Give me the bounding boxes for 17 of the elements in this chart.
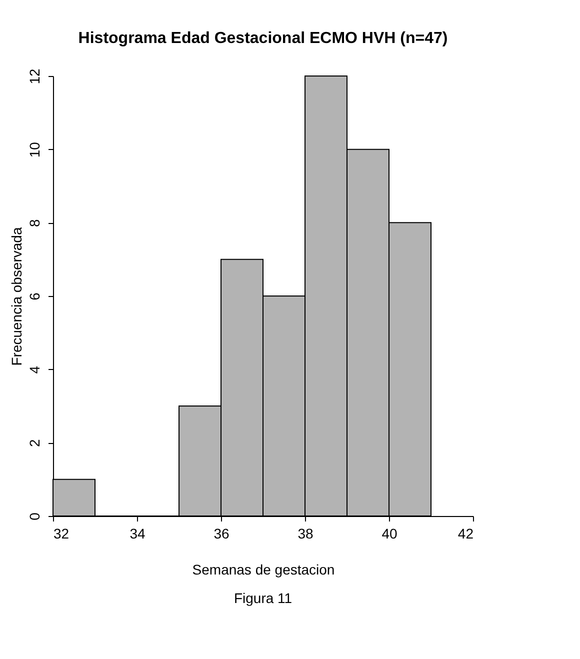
y-tick-label: 8 (26, 219, 42, 228)
y-tick-label: 12 (26, 68, 42, 84)
y-tick-label: 2 (26, 439, 42, 448)
y-tick-label: 4 (26, 366, 42, 374)
x-tick-label: 34 (130, 526, 146, 542)
x-tick-label: 38 (298, 526, 314, 542)
x-axis-title: Semanas de gestacion (192, 562, 335, 578)
x-tick-label: 36 (214, 526, 230, 542)
chart-title: Histograma Edad Gestacional ECMO HVH (n=47) (78, 30, 448, 48)
y-axis-title: Frecuencia observada (8, 227, 24, 366)
y-tick-label: 6 (26, 292, 42, 300)
y-tick-label: 0 (26, 512, 42, 520)
x-tick-label: 40 (382, 526, 398, 542)
x-tick-label: 42 (458, 526, 474, 542)
text: Figura 11 (234, 590, 292, 606)
x-tick-label: 32 (54, 526, 70, 542)
y-tick-label: 10 (26, 142, 42, 158)
